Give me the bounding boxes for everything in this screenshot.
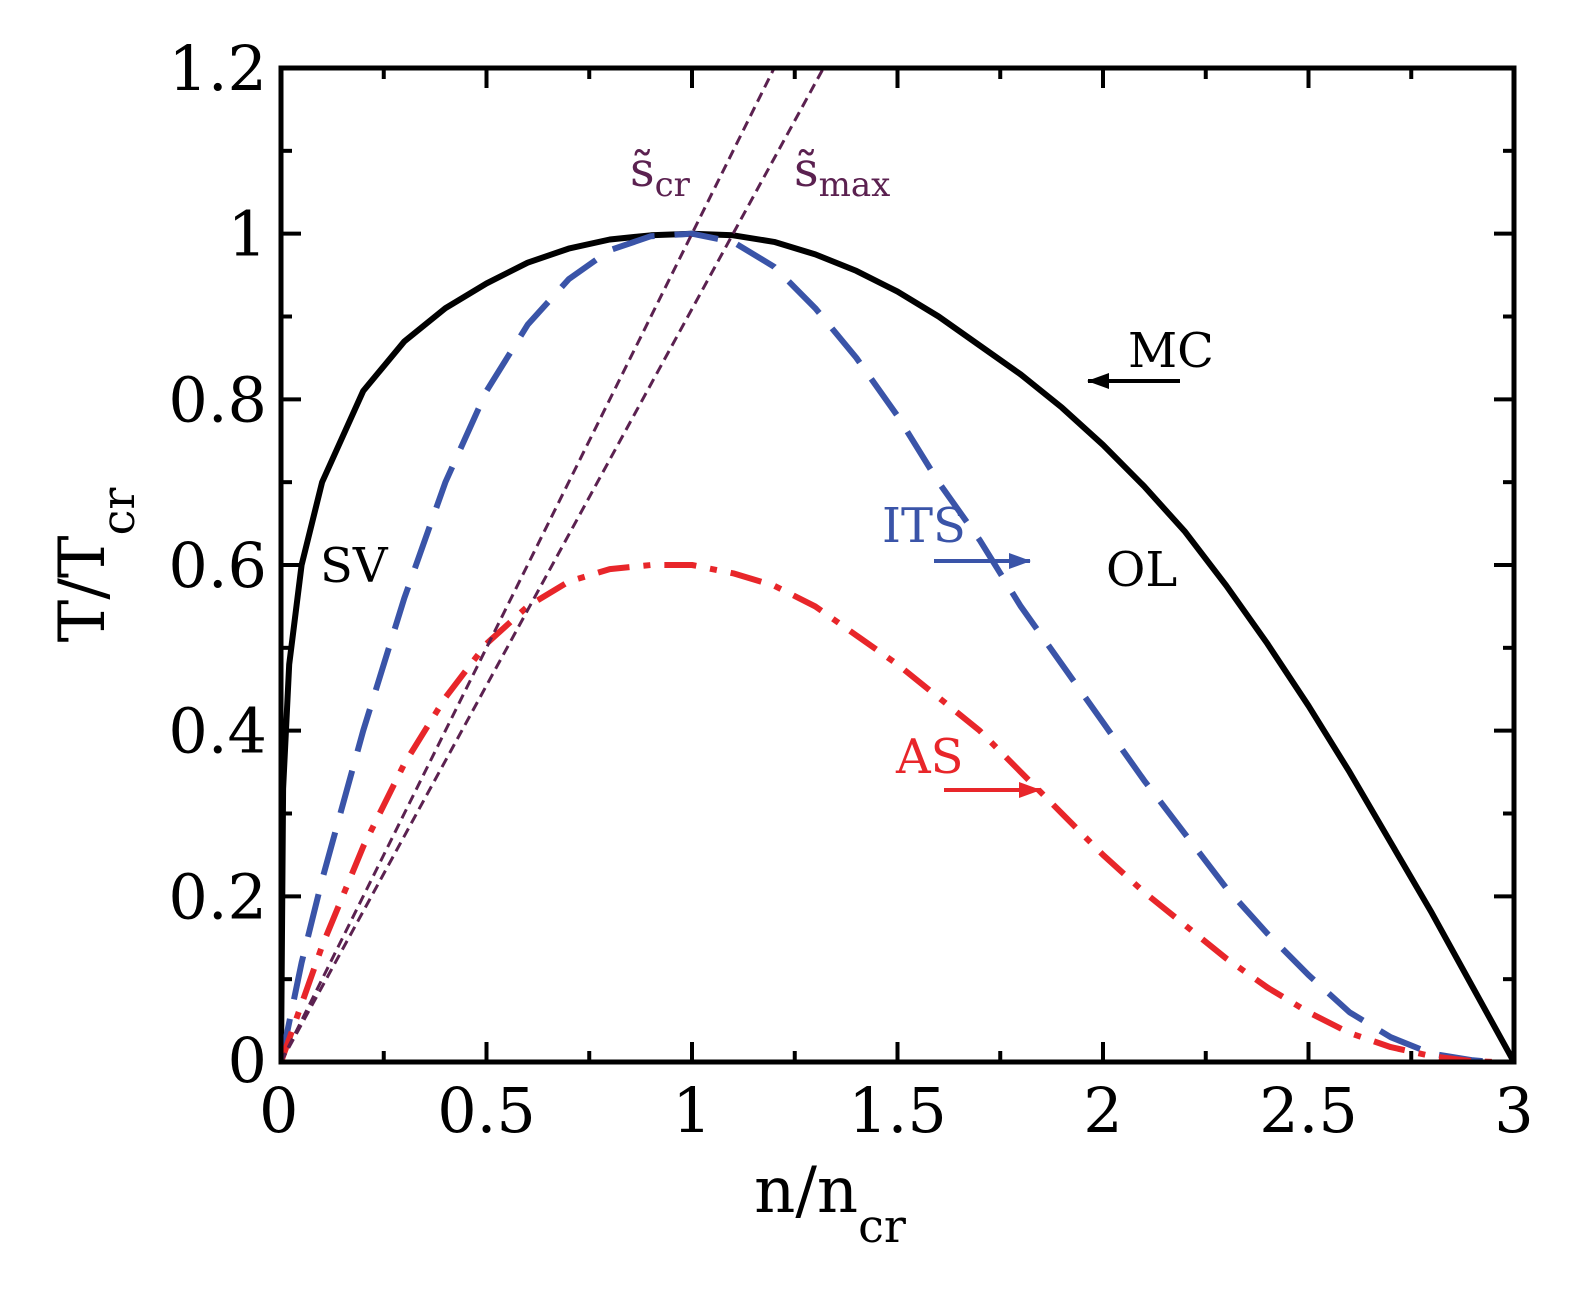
- x-tick-label: 1: [672, 1074, 711, 1147]
- x-axis-title-main: n/n: [754, 1154, 858, 1228]
- x-axis-title-sub: cr: [858, 1199, 906, 1253]
- x-tick-label: 1.5: [848, 1074, 947, 1147]
- annotation-mc: MC: [1128, 323, 1214, 379]
- y-tick-label: 0.8: [168, 363, 267, 436]
- y-tick-label: 0: [228, 1024, 267, 1097]
- annotation-s-max-main: s̃: [794, 142, 819, 198]
- series-mc: [281, 230, 1514, 1062]
- y-tick-label: 1.2: [168, 32, 267, 105]
- x-tick-label: 2: [1083, 1074, 1122, 1147]
- x-tick-label: 0: [259, 1074, 298, 1147]
- series-s-max: [281, 68, 825, 1062]
- annotation-its: ITS: [882, 498, 966, 554]
- annotation-s-max: s̃max: [794, 142, 890, 205]
- axis-ticks: [279, 66, 1516, 1064]
- series-s-cr: [281, 68, 776, 1062]
- annotation-ol: OL: [1106, 542, 1177, 598]
- tick-labels: 0 0.5 1 1.5 2 2.5 3 0 0.2 0.4 0.6 0.8 1 1.2: [168, 32, 1533, 1147]
- x-tick-label: 0.5: [437, 1074, 536, 1147]
- annotation-s-max-sub: max: [819, 165, 891, 205]
- y-tick-label: 0.4: [168, 695, 267, 768]
- x-axis-title: n/ncr: [754, 1154, 906, 1253]
- series-as: [281, 562, 1494, 1062]
- annotation-sv: SV: [320, 538, 389, 594]
- x-tick-label: 2.5: [1259, 1074, 1358, 1147]
- annotation-s-cr-sub: cr: [655, 165, 691, 205]
- y-tick-label: 1: [228, 198, 267, 271]
- series-group: [281, 68, 1514, 1062]
- annotation-as: AS: [895, 729, 964, 785]
- y-axis-title-sub: cr: [91, 488, 145, 536]
- annotation-s-cr: s̃cr: [630, 142, 691, 205]
- x-tick-label: 3: [1494, 1074, 1533, 1147]
- y-axis-title-main: T/T: [46, 535, 120, 642]
- y-tick-label: 0.6: [168, 529, 267, 602]
- series-its: [281, 230, 1494, 1062]
- plot-frame: [278, 65, 1517, 1065]
- annotation-s-cr-main: s̃: [630, 142, 655, 198]
- y-tick-label: 0.2: [168, 860, 267, 933]
- y-axis-title: T/Tcr: [46, 488, 145, 643]
